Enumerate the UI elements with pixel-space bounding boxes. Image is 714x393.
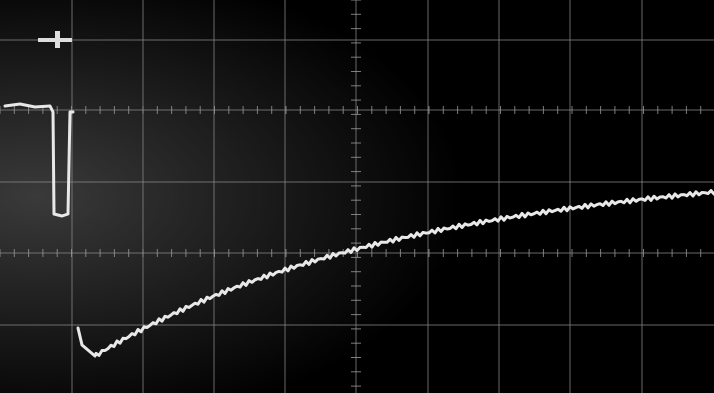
marker-stem (55, 31, 60, 48)
page: Oscilloscope trace {} html, body { margi… (0, 0, 714, 393)
page-body: (() => { const NS = 'http://www.w3.org/2… (0, 0, 714, 393)
screen-background (0, 0, 714, 393)
oscilloscope-photo (0, 0, 714, 393)
